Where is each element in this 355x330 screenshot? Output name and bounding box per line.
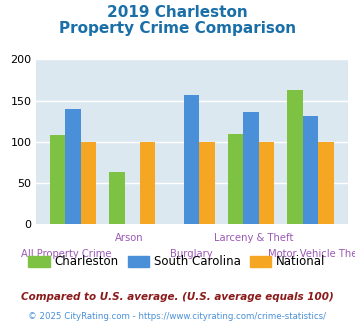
Text: Larceny & Theft: Larceny & Theft (214, 233, 294, 243)
Bar (50, 135, 65, 224)
Bar (287, 90, 303, 224)
Text: 2019 Charleston: 2019 Charleston (107, 5, 248, 20)
Text: © 2025 CityRating.com - https://www.cityrating.com/crime-statistics/: © 2025 CityRating.com - https://www.city… (28, 312, 327, 321)
Bar (318, 142, 334, 224)
Text: Burglary: Burglary (170, 249, 213, 259)
Bar (81, 142, 96, 224)
Bar (244, 112, 259, 224)
Text: All Property Crime: All Property Crime (22, 249, 112, 259)
Text: Motor Vehicle Theft: Motor Vehicle Theft (268, 249, 355, 259)
Bar (140, 142, 155, 224)
Legend: Charleston, South Carolina, National: Charleston, South Carolina, National (24, 250, 330, 273)
Bar (259, 142, 274, 224)
Bar (200, 142, 215, 224)
Bar (109, 172, 125, 224)
Bar (303, 116, 318, 224)
Bar (228, 134, 244, 224)
Text: Property Crime Comparison: Property Crime Comparison (59, 21, 296, 36)
Text: Arson: Arson (115, 233, 143, 243)
Bar (184, 95, 200, 224)
Bar (65, 109, 81, 224)
Text: Compared to U.S. average. (U.S. average equals 100): Compared to U.S. average. (U.S. average … (21, 292, 334, 302)
